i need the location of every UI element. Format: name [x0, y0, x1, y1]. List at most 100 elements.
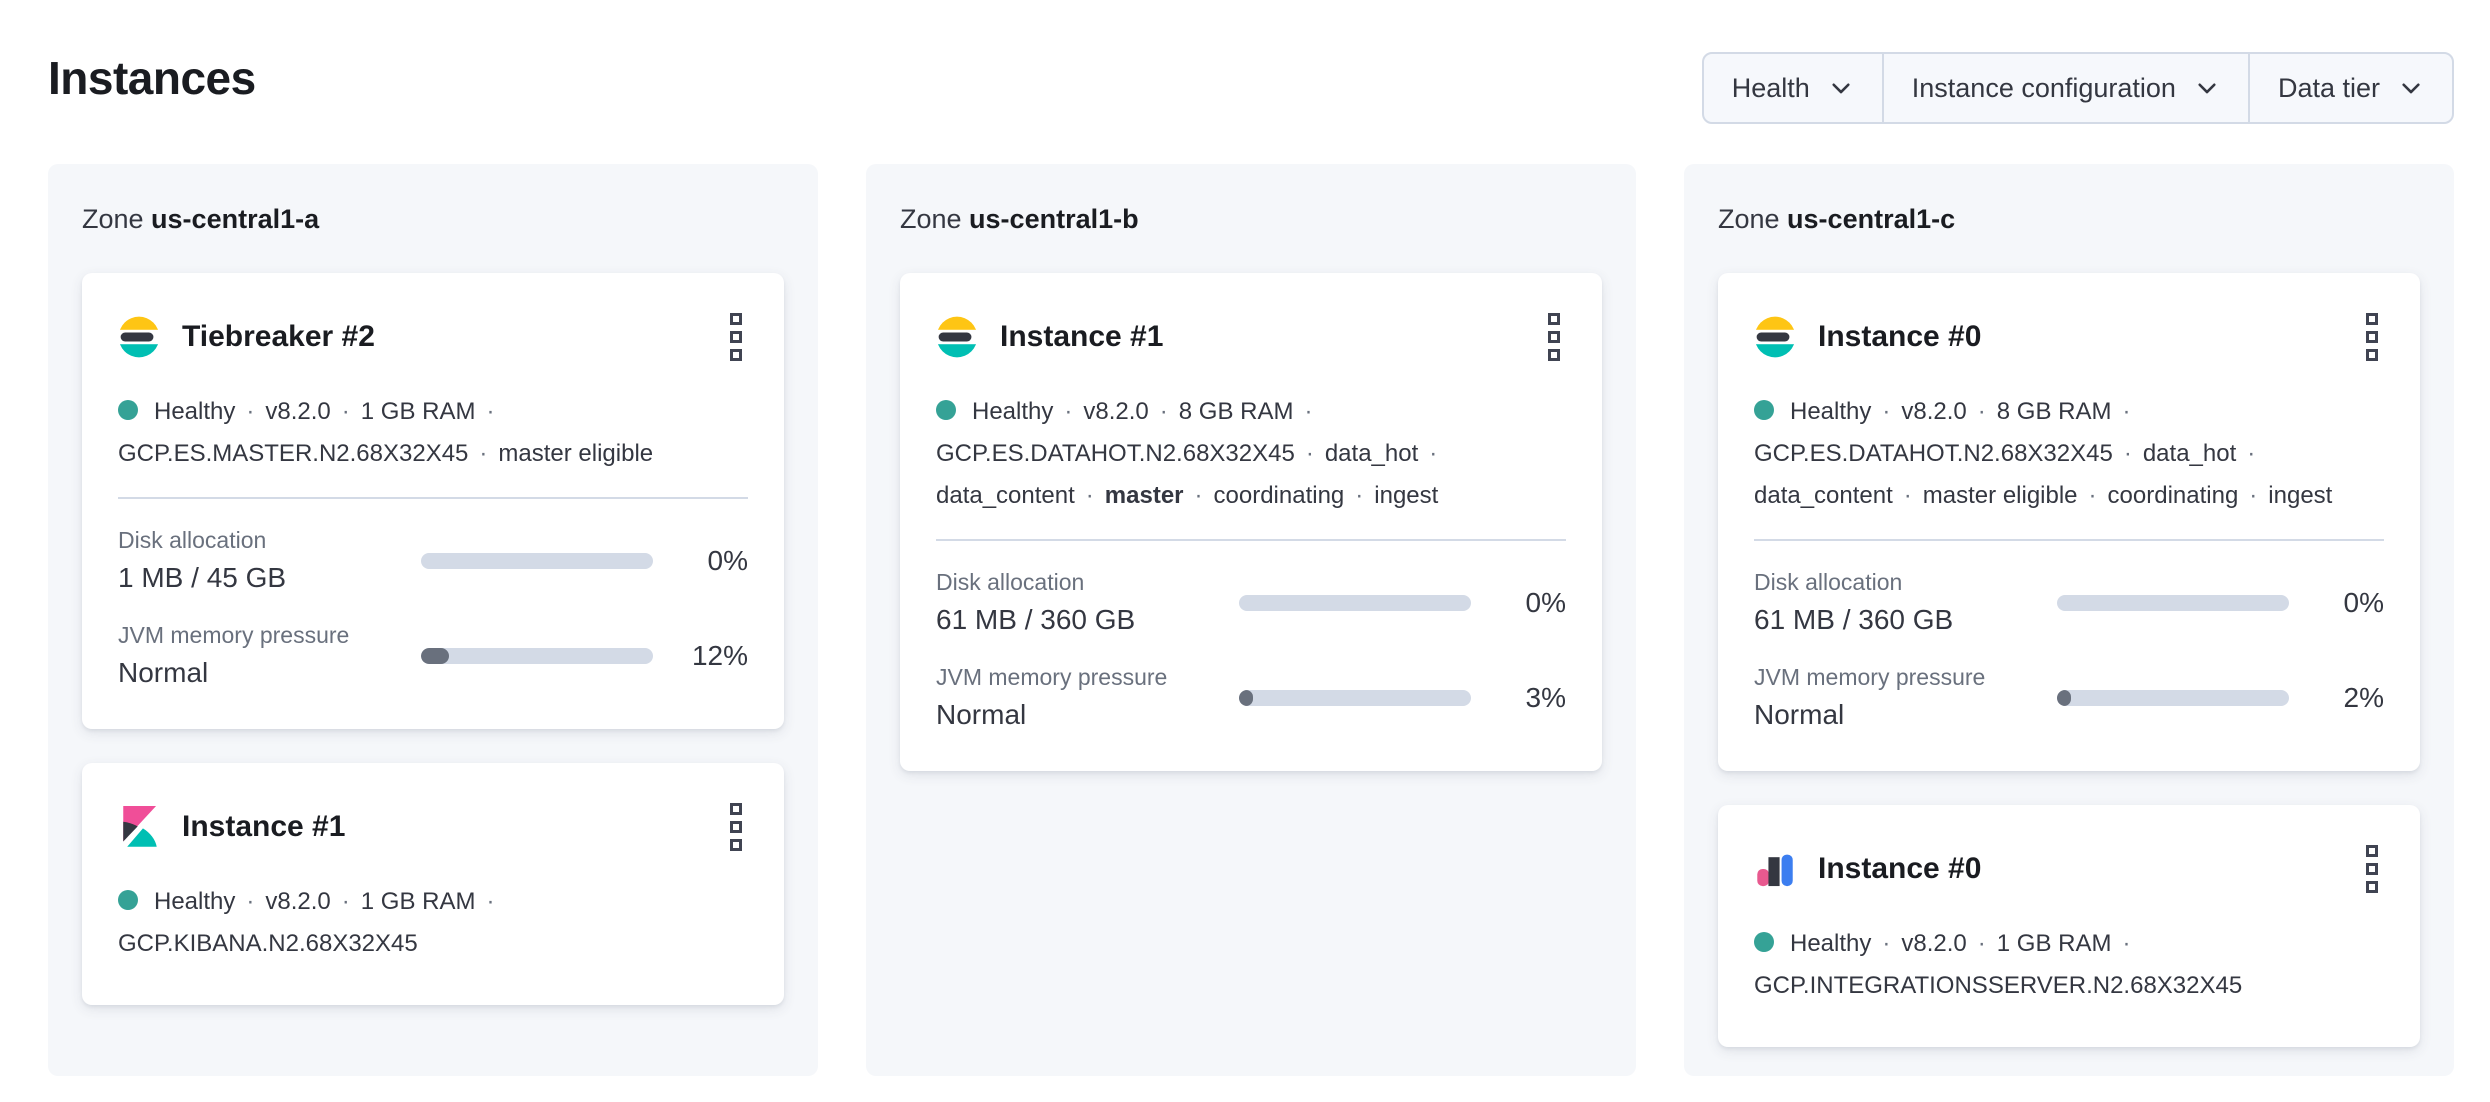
- metric-text: Disk allocation 61 MB / 360 GB: [1754, 569, 2057, 636]
- status-token: 1 GB RAM: [1996, 930, 2112, 957]
- status-token: v8.2.0: [1901, 930, 1967, 957]
- card-menu-button[interactable]: [724, 797, 748, 857]
- status-token: 8 GB RAM: [1178, 398, 1294, 425]
- chevron-down-icon: [2402, 83, 2420, 94]
- instance-card: Instance #1 Healthy · v8.2.0 · 1 GB RAM · GCP.K…: [82, 763, 784, 1005]
- health-status-icon: [936, 400, 956, 420]
- status-token: data_content: [936, 482, 1075, 509]
- elasticsearch-logo: [936, 316, 978, 358]
- elasticsearch-logo: [1754, 316, 1796, 358]
- boxes-vertical-icon: [2366, 863, 2378, 875]
- metric-row: Disk allocation 61 MB / 360 GB 0%: [1754, 569, 2384, 636]
- boxes-vertical-icon: [1548, 349, 1560, 361]
- progress-bar: [1239, 594, 1471, 611]
- metric-value: Normal: [1754, 699, 1845, 730]
- filter-instance-configuration-label: Instance configuration: [1911, 72, 2176, 103]
- health-status-icon: [118, 890, 138, 910]
- instance-status: Healthy · v8.2.0 · 8 GB RAM · GCP.ES.DATAHOT.N…: [936, 391, 1566, 517]
- status-line: Healthy · v8.2.0 · 1 GB RAM ·: [1754, 923, 2384, 965]
- metric-text: Disk allocation 1 MB / 45 GB: [118, 527, 421, 594]
- dot-separator: ·: [341, 398, 350, 425]
- boxes-vertical-icon: [2366, 881, 2378, 893]
- progress-bar-fill: [1239, 689, 1253, 706]
- metric-label: Disk allocation: [118, 527, 267, 553]
- status-line: GCP.ES.MASTER.N2.68X32X45 · master eligibl…: [118, 433, 748, 475]
- card-menu-button[interactable]: [2360, 839, 2384, 899]
- progress-bar: [421, 647, 653, 664]
- status-line: data_content · master eligible · coordinatin…: [1754, 475, 2384, 517]
- boxes-vertical-icon: [2366, 845, 2378, 857]
- boxes-vertical-icon: [1548, 331, 1560, 343]
- status-line: GCP.ES.DATAHOT.N2.68X32X45 · data_hot ·: [1754, 433, 2384, 475]
- metric-value: 1 MB / 45 GB: [118, 562, 287, 593]
- metric-row: Disk allocation 1 MB / 45 GB 0%: [118, 527, 748, 594]
- filter-instance-configuration-dropdown[interactable]: Instance configuration: [1884, 54, 2250, 122]
- dot-separator: ·: [1304, 398, 1313, 425]
- metric-text: JVM memory pressure Normal: [118, 622, 421, 689]
- metric-row: JVM memory pressure Normal 2%: [1754, 664, 2384, 731]
- status-token: ingest: [1374, 482, 1439, 509]
- status-token: master eligible: [498, 440, 654, 467]
- progress-bar: [2057, 594, 2289, 611]
- boxes-vertical-icon: [730, 313, 742, 325]
- filter-health-label: Health: [1731, 72, 1810, 103]
- instance-title: Instance #1: [182, 810, 346, 843]
- filter-health-dropdown[interactable]: Health: [1704, 54, 1884, 122]
- dot-separator: ·: [341, 888, 350, 915]
- zone-title: Zone us-central1-b: [900, 204, 1139, 234]
- status-token: v8.2.0: [1083, 398, 1149, 425]
- instance-status: Healthy · v8.2.0 · 8 GB RAM · GCP.ES.DATAHOT.N…: [1754, 391, 2384, 517]
- metric-value: Normal: [936, 699, 1027, 730]
- metric-label: Disk allocation: [936, 569, 1085, 595]
- status-token: master eligible: [1922, 482, 2078, 509]
- status-token: GCP.INTEGRATIONSSERVER.N2.68X32X45: [1754, 972, 2243, 999]
- filter-data-tier-dropdown[interactable]: Data tier: [2250, 54, 2452, 122]
- metric-label: JVM memory pressure: [1754, 664, 1986, 690]
- elasticsearch-logo: [1754, 316, 1796, 358]
- status-token: v8.2.0: [265, 888, 331, 915]
- dot-separator: ·: [246, 888, 255, 915]
- divider: [1754, 539, 2384, 541]
- metric-label: JVM memory pressure: [936, 664, 1168, 690]
- status-line: data_content · master · coordinating · ingest: [936, 475, 1566, 517]
- zones-container: Zone us-central1-a Tiebreaker #2 Healthy ·…: [0, 164, 2490, 1076]
- boxes-vertical-icon: [1548, 313, 1560, 325]
- dot-separator: ·: [2247, 440, 2256, 467]
- zone-panel-us-central1-b: Zone us-central1-b Instance #1 Healthy · v8…: [866, 164, 1636, 1076]
- dot-separator: ·: [1355, 482, 1364, 509]
- zone-name: us-central1-a: [151, 204, 320, 234]
- progress-bar: [421, 552, 653, 569]
- instance-card: Instance #1 Healthy · v8.2.0 · 8 GB RAM · GCP.E…: [900, 273, 1602, 771]
- status-line: Healthy · v8.2.0 · 8 GB RAM ·: [936, 391, 1566, 433]
- metric-percent: 3%: [1525, 681, 1566, 713]
- card-menu-button[interactable]: [2360, 307, 2384, 367]
- status-line: GCP.ES.DATAHOT.N2.68X32X45 · data_hot ·: [936, 433, 1566, 475]
- progress-bar: [2057, 689, 2289, 706]
- card-menu-button[interactable]: [724, 307, 748, 367]
- dot-separator: ·: [486, 888, 495, 915]
- card-menu-button[interactable]: [1542, 307, 1566, 367]
- health-status-icon: [1754, 400, 1774, 420]
- dot-separator: ·: [1159, 398, 1168, 425]
- status-token: Healthy: [972, 398, 1054, 425]
- status-token: data_hot: [2142, 440, 2237, 467]
- status-token: Healthy: [1790, 930, 1872, 957]
- instance-status: Healthy · v8.2.0 · 1 GB RAM · GCP.ES.MASTER.N2…: [118, 391, 748, 475]
- dot-separator: ·: [479, 440, 488, 467]
- progress-bar-fill: [2057, 689, 2071, 706]
- zone-title: Zone us-central1-c: [1718, 204, 1956, 234]
- dot-separator: ·: [2249, 482, 2258, 509]
- instance-card: Instance #0 Healthy · v8.2.0 · 1 GB RAM · GCP.I…: [1718, 805, 2420, 1047]
- status-line: GCP.KIBANA.N2.68X32X45: [118, 923, 748, 965]
- status-token: 1 GB RAM: [360, 398, 476, 425]
- zone-panel-us-central1-c: Zone us-central1-c Instance #0 Healthy · v8…: [1684, 164, 2454, 1076]
- dot-separator: ·: [1085, 482, 1094, 509]
- page-title: Instances: [48, 52, 256, 104]
- instance-status: Healthy · v8.2.0 · 1 GB RAM · GCP.KIBANA.N2.68…: [118, 881, 748, 965]
- chevron-down-icon: [1832, 83, 1850, 94]
- boxes-vertical-icon: [730, 331, 742, 343]
- metric-text: Disk allocation 61 MB / 360 GB: [936, 569, 1239, 636]
- boxes-vertical-icon: [730, 821, 742, 833]
- instance-card: Instance #0 Healthy · v8.2.0 · 8 GB RAM · GCP.E…: [1718, 273, 2420, 771]
- dot-separator: ·: [246, 398, 255, 425]
